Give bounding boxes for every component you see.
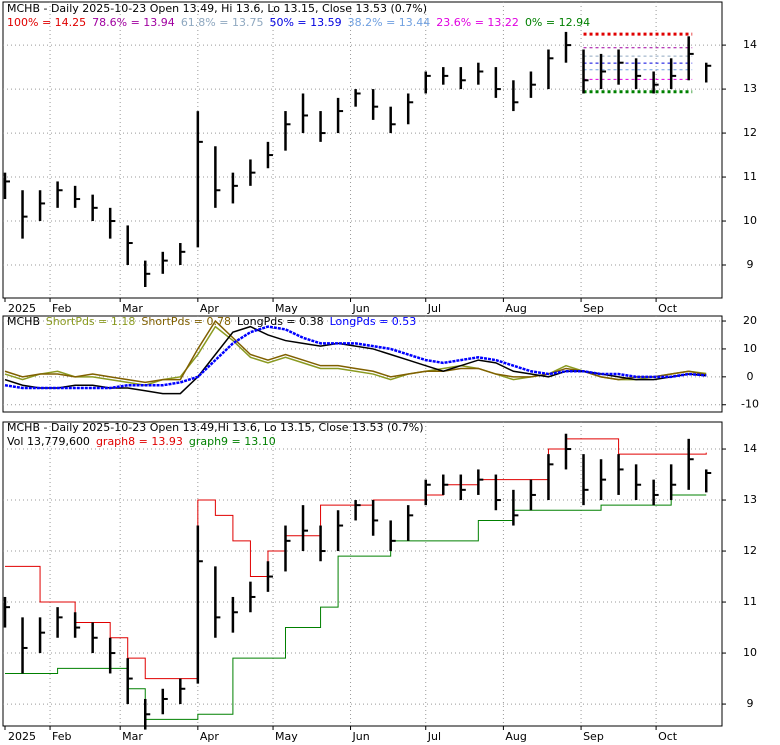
- x-tick-label: Jul: [427, 730, 441, 743]
- legend-entry: ShortPds = 1.18: [46, 315, 136, 328]
- x-tick-label: Aug: [505, 302, 526, 315]
- legend-entry: 50% = 13.59: [269, 16, 341, 29]
- legend-entry: LongPds = 0.53: [330, 315, 417, 328]
- y-tick-label: -10: [741, 398, 759, 411]
- panel-frame: [2, 1, 723, 299]
- series-line: [4, 325, 707, 395]
- y-tick-label: 13: [743, 82, 757, 95]
- x-tick-label: Sep: [583, 730, 604, 743]
- y-tick-label: 10: [743, 214, 757, 227]
- x-tick-label: May: [275, 302, 298, 315]
- x-tick-label: Jun: [352, 302, 370, 315]
- series-line: [4, 325, 707, 390]
- y-tick-label: 11: [743, 170, 757, 183]
- y-tick-label: 10: [743, 342, 757, 355]
- x-tick-label: 2025: [8, 302, 36, 315]
- x-tick-label: Jul: [427, 302, 441, 315]
- legend: 100% = 14.25 78.6% = 13.94 61.8% = 13.75 50…: [7, 16, 590, 29]
- legend-entry: MCHB: [7, 315, 40, 328]
- legend-entry: 0% = 12.94: [525, 16, 590, 29]
- x-tick-label: Feb: [52, 302, 71, 315]
- legend-entry: 78.6% = 13.94: [92, 16, 175, 29]
- y-tick-label: 14: [743, 442, 757, 455]
- legend-entry: 38.2% = 13.44: [348, 16, 431, 29]
- x-tick-label: 2025: [8, 730, 36, 743]
- x-tick-label: Sep: [583, 302, 604, 315]
- y-tick-label: 10: [743, 646, 757, 659]
- band-line: [5, 494, 707, 720]
- x-tick-label: Aug: [505, 730, 526, 743]
- panel-frame: [2, 421, 723, 727]
- x-tick-label: Mar: [122, 730, 143, 743]
- legend-entry: 100% = 14.25: [7, 16, 86, 29]
- legend-entry: LongPds = 0.38: [237, 315, 324, 328]
- x-tick-label: Mar: [122, 302, 143, 315]
- y-tick-label: 0: [747, 370, 754, 383]
- x-tick-label: Jun: [352, 730, 370, 743]
- x-tick-label: Oct: [658, 302, 678, 315]
- legend-entry: 61.8% = 13.75: [181, 16, 264, 29]
- panel-frame: [2, 315, 723, 413]
- y-tick-label: 9: [747, 697, 754, 710]
- y-tick-label: 9: [747, 258, 754, 271]
- x-tick-label: Feb: [52, 730, 71, 743]
- chart-title: MCHB - Daily 2025-10-23 Open 13.49, Hi 1…: [7, 2, 427, 15]
- legend-entry: graph8 = 13.93: [96, 435, 183, 448]
- y-tick-label: 14: [743, 38, 757, 51]
- legend-entry: graph9 = 13.10: [189, 435, 276, 448]
- x-tick-label: May: [275, 730, 298, 743]
- y-tick-label: 12: [743, 126, 757, 139]
- y-tick-label: 12: [743, 544, 757, 557]
- series-line: [4, 319, 707, 384]
- y-tick-label: 11: [743, 595, 757, 608]
- y-tick-label: 20: [743, 314, 757, 327]
- x-tick-label: Apr: [200, 302, 220, 315]
- legend-entry: 23.6% = 13.22: [436, 16, 519, 29]
- x-tick-label: Oct: [658, 730, 678, 743]
- chart-title: MCHB - Daily 2025-10-23 Open 13.49,Hi 13…: [7, 421, 424, 434]
- legend: MCHB ShortPds = 1.18 ShortPds = 0.78 LongPd…: [7, 315, 416, 328]
- y-tick-label: 13: [743, 493, 757, 506]
- legend-entry: ShortPds = 0.78: [141, 315, 231, 328]
- legend: Vol 13,779,600 graph8 = 13.93 graph9 = 13.…: [7, 435, 276, 448]
- legend-entry: Vol 13,779,600: [7, 435, 90, 448]
- x-tick-label: Apr: [200, 730, 220, 743]
